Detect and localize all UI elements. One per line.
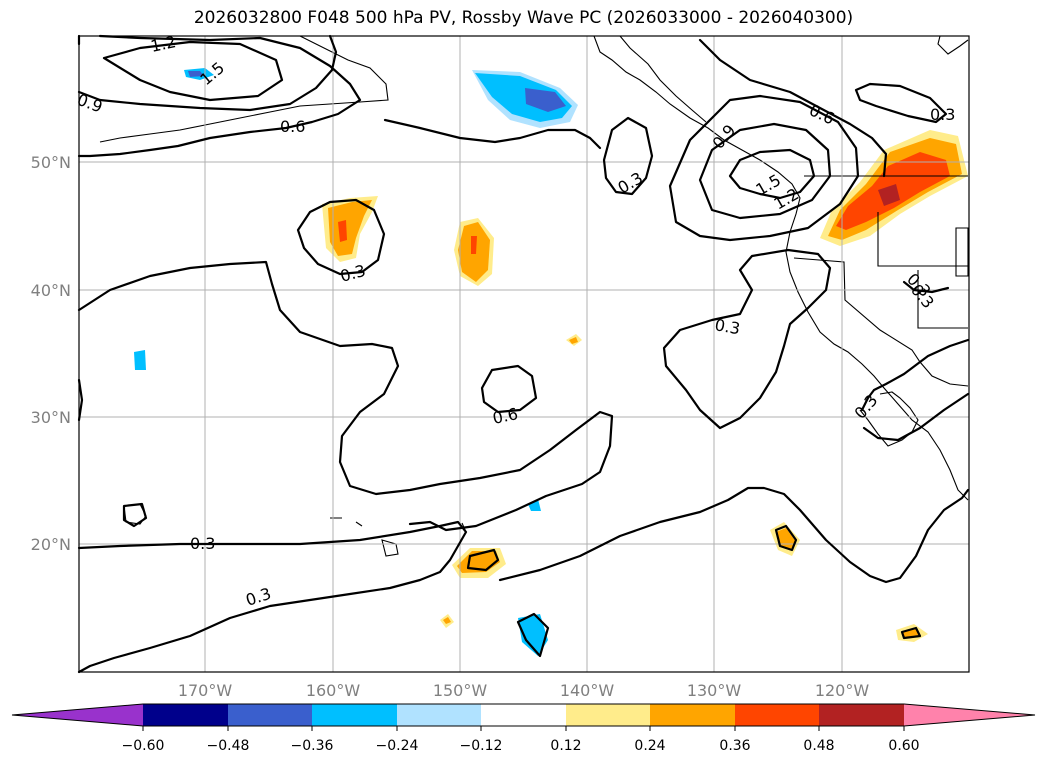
contour-label: 0.3 [930, 105, 955, 124]
lat-label: 50°N [31, 153, 71, 172]
colorbar-segment [312, 704, 397, 726]
colorbar-segment [650, 704, 735, 726]
contour-1-5-loop [728, 148, 816, 200]
pv-contours [77, 34, 970, 674]
contour-label: 0.6 [280, 117, 305, 136]
colorbar-arrow-left [12, 704, 143, 726]
contour-0-3-south [77, 520, 468, 674]
contour-0-3-loop [602, 116, 654, 196]
latitude-labels: 50°N 40°N 30°N 20°N [31, 153, 71, 554]
colorbar-segment [228, 704, 312, 726]
lon-label: 170°W [178, 681, 233, 700]
colorbar: −0.60 −0.48 −0.36 −0.24 −0.12 0.12 0.24 … [11, 703, 1036, 754]
colorbar-tick-label: 0.36 [719, 738, 750, 754]
lat-label: 30°N [31, 408, 71, 427]
lon-label: 160°W [306, 681, 361, 700]
contour-0-3-east [662, 248, 832, 430]
contour-0-9 [77, 34, 338, 112]
contour-label: 0.3 [190, 534, 215, 553]
map-background [79, 36, 969, 672]
lon-label: 130°W [687, 681, 742, 700]
contour-0-9-loop [668, 94, 860, 242]
colorbar-tick-label: 0.48 [803, 738, 834, 754]
colorbar-tick-label: −0.48 [207, 738, 250, 754]
lat-label: 20°N [31, 535, 71, 554]
contour-0-6-loop [698, 38, 888, 178]
map-frame [78, 35, 970, 673]
lon-label: 140°W [560, 681, 615, 700]
map-title: 2026032800 F048 500 hPa PV, Rossby Wave … [193, 8, 854, 28]
lat-label: 40°N [31, 281, 71, 300]
colorbar-tick-label: −0.60 [122, 738, 165, 754]
colorbar-segment [819, 704, 904, 726]
colorbar-tick-label: −0.12 [460, 738, 503, 754]
colorbar-tick-label: 0.60 [888, 738, 919, 754]
shaded-anomalies [134, 68, 968, 656]
contour-0-6-small [480, 364, 538, 414]
contour-0-3-main [77, 260, 614, 532]
lon-label: 150°W [433, 681, 488, 700]
longitude-labels: 170°W 160°W 150°W 140°W 130°W 120°W [178, 681, 870, 700]
contour-label: 0.6 [491, 404, 520, 428]
colorbar-segment [481, 704, 566, 726]
colorbar-segment [566, 704, 650, 726]
contour-1-2-loop [698, 122, 832, 220]
colorbar-tick-label: −0.24 [376, 738, 419, 754]
colorbar-tick-label: 0.24 [634, 738, 665, 754]
colorbar-tick-label: 0.12 [550, 738, 581, 754]
lon-label: 120°W [815, 681, 870, 700]
colorbar-segment [143, 704, 228, 726]
coastlines [99, 35, 969, 557]
colorbar-arrow-right [904, 704, 1035, 726]
contour-label: 0.3 [713, 315, 741, 338]
colorbar-segment [397, 704, 481, 726]
colorbar-tick-label: −0.36 [291, 738, 334, 754]
contour-1-2-closed [102, 40, 284, 102]
colorbar-segment [735, 704, 819, 726]
contour-label: 1.2 [149, 32, 178, 56]
